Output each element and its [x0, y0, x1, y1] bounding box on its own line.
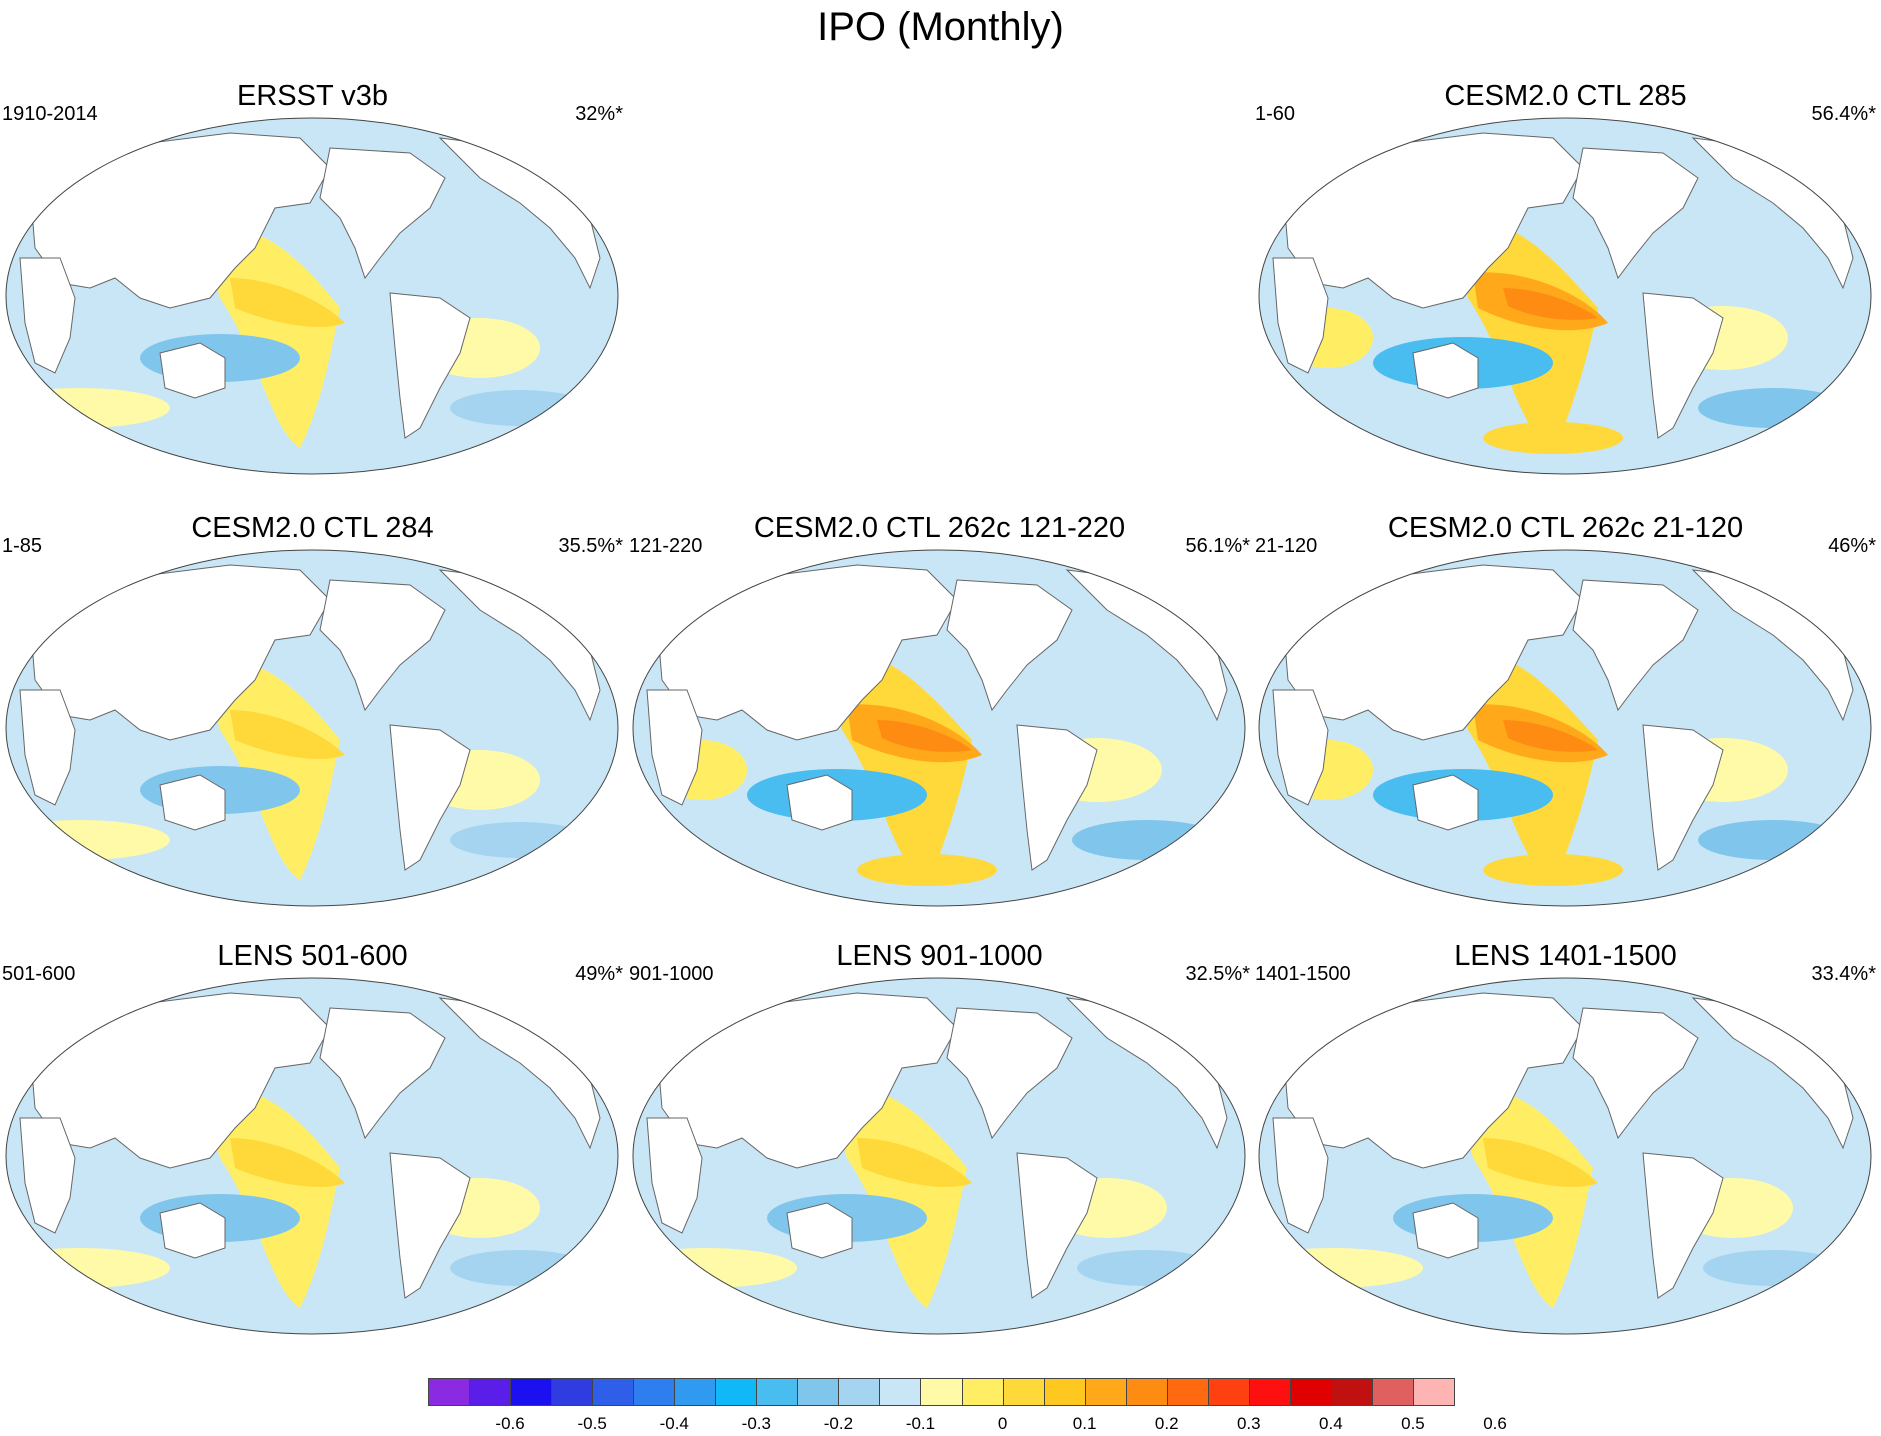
colorbar-swatch [1043, 1378, 1086, 1406]
panel-variance: 56.1%* [1185, 535, 1251, 557]
colorbar-tick-label: 0.2 [1154, 1414, 1179, 1433]
colorbar-swatch [674, 1378, 717, 1406]
colorbar-swatch [1330, 1378, 1373, 1406]
colorbar-swatch [1371, 1378, 1414, 1406]
panel-variance: 32.5%* [1185, 963, 1251, 985]
panel-variance: 32%* [575, 103, 623, 125]
colorbar-tick-label: -0.3 [741, 1414, 771, 1433]
panel-title: CESM2.0 CTL 262c 21-120 [1387, 512, 1744, 544]
sst-map-lens-1401 [1253, 968, 1878, 1338]
colorbar-swatch [1125, 1378, 1168, 1406]
sst-map-lens-901 [627, 968, 1252, 1338]
figure-title: IPO (Monthly) [817, 5, 1064, 49]
colorbar-tick-label: -0.6 [495, 1414, 525, 1433]
panel-period: 501-600 [2, 963, 76, 985]
panel-variance: 46%* [1828, 535, 1876, 557]
panel-title: ERSST v3b [237, 80, 388, 112]
panel-period: 1910-2014 [2, 103, 98, 125]
colorbar-tick-label: 0.3 [1236, 1414, 1261, 1433]
colorbar-swatch [469, 1378, 512, 1406]
colorbar-swatch [1207, 1378, 1250, 1406]
colorbar-swatch [1166, 1378, 1209, 1406]
panel-title: CESM2.0 CTL 285 [1444, 80, 1687, 112]
panel-period: 121-220 [629, 535, 703, 557]
panel-title: LENS 501-600 [217, 940, 408, 972]
panel-title: LENS 901-1000 [836, 940, 1043, 972]
panel-title: CESM2.0 CTL 262c 121-220 [753, 512, 1126, 544]
colorbar-swatch [797, 1378, 840, 1406]
panel-variance: 33.4%* [1811, 963, 1877, 985]
panel-variance: 35.5%* [558, 535, 624, 557]
colorbar-swatch [1289, 1378, 1332, 1406]
colorbar-swatch [1248, 1378, 1291, 1406]
sst-map-ctl262c-21 [1253, 540, 1878, 910]
panel-period: 1401-1500 [1255, 963, 1351, 985]
colorbar-swatch [715, 1378, 758, 1406]
colorbar-swatch [838, 1378, 881, 1406]
colorbar-tick-label: 0.6 [1483, 1414, 1507, 1433]
colorbar-swatch [920, 1378, 963, 1406]
panel-title: CESM2.0 CTL 284 [191, 512, 434, 544]
colorbar-tick-label: 0.1 [1072, 1414, 1097, 1433]
colorbar: -0.6 -0.5 -0.4 -0.3 -0.2 -0.1 0 0.1 0.2 0.3 0.4 0.5… [428, 1378, 1507, 1434]
colorbar-tick-label: -0.5 [577, 1414, 607, 1433]
sst-map-ctl284 [0, 540, 625, 910]
colorbar-tick-label: -0.4 [659, 1414, 689, 1433]
panel-lens-1401: LENS 1401-1500 1401-1500 33.4%* [1253, 938, 1878, 1338]
sst-map-ersst [0, 108, 625, 478]
colorbar-swatch [1002, 1378, 1045, 1406]
panel-period: 1-85 [2, 535, 43, 557]
panel-lens-901: LENS 901-1000 901-1000 32.5%* [627, 938, 1252, 1338]
panel-ctl284: CESM2.0 CTL 284 1-85 35.5%* [0, 510, 625, 910]
panel-variance: 56.4%* [1811, 103, 1877, 125]
panel-period: 1-60 [1255, 103, 1296, 125]
colorbar-swatch [879, 1378, 922, 1406]
panel-period: 901-1000 [629, 963, 714, 985]
colorbar-swatch [551, 1378, 594, 1406]
colorbar-tick-label: 0 [997, 1414, 1008, 1433]
panel-variance: 49%* [575, 963, 623, 985]
colorbar-tick-label: -0.1 [905, 1414, 936, 1433]
colorbar-swatch [756, 1378, 799, 1406]
colorbar-swatch [1412, 1378, 1455, 1406]
panel-period: 21-120 [1255, 535, 1318, 557]
panel-lens-501: LENS 501-600 501-600 49%* [0, 938, 625, 1338]
colorbar-swatch [428, 1378, 471, 1406]
colorbar-swatch [592, 1378, 635, 1406]
panel-ersst: ERSST v3b 1910-2014 32%* [0, 78, 625, 478]
colorbar-swatch [961, 1378, 1004, 1406]
colorbar-tick-label: 0.5 [1401, 1414, 1425, 1433]
colorbar-tick-label: 0.4 [1319, 1414, 1343, 1433]
sst-map-ctl285 [1253, 108, 1878, 478]
sst-map-lens-501 [0, 968, 625, 1338]
panel-ctl262c-121: CESM2.0 CTL 262c 121-220 121-220 56.1%* [627, 510, 1252, 910]
colorbar-tick-label: -0.2 [823, 1414, 854, 1433]
panel-title: LENS 1401-1500 [1454, 940, 1677, 972]
colorbar-swatch [1084, 1378, 1127, 1406]
sst-map-ctl262c-121 [627, 540, 1252, 910]
panel-ctl262c-21: CESM2.0 CTL 262c 21-120 21-120 46%* [1253, 510, 1878, 910]
panel-ctl285: CESM2.0 CTL 285 1-60 56.4%* [1253, 78, 1878, 478]
colorbar-swatch [510, 1378, 553, 1406]
colorbar-swatch [633, 1378, 676, 1406]
